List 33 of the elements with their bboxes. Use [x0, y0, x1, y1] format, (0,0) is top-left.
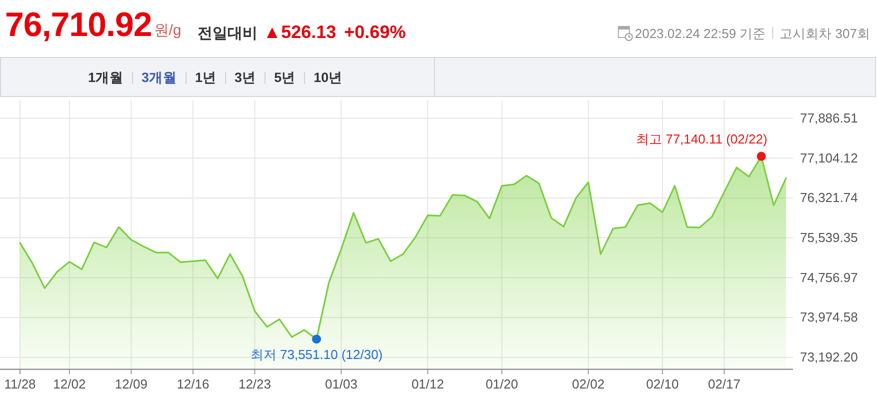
- text: ▲526.13: [263, 22, 336, 42]
- chart-subtitle: 원/g: [154, 22, 182, 39]
- x-tick-label: 01/12: [411, 376, 444, 392]
- y-tick-label: 74,756.97: [800, 270, 858, 285]
- x-tick-label: 12/16: [176, 376, 210, 392]
- x-tick-label: 02/17: [708, 376, 740, 392]
- y-tick-label: 75,539.35: [800, 230, 858, 245]
- x-tick-label: 11/28: [4, 376, 36, 392]
- y-tick-label: 77,886.51: [800, 110, 858, 126]
- text: 1개월: [88, 70, 124, 85]
- x-tick-label: 01/03: [324, 376, 358, 392]
- y-tick-label: 73,192.20: [800, 349, 858, 364]
- text: 고시회차 307회: [780, 26, 870, 41]
- text: 2023.02.24 22:59 기준: [634, 26, 766, 41]
- text: 3개월: [142, 70, 178, 85]
- x-tick-label: 12/09: [114, 376, 148, 392]
- text: 전일대비: [197, 25, 258, 42]
- x-tick-label: 12/23: [238, 376, 272, 392]
- x-tick-label: 02/10: [646, 376, 679, 392]
- annotation: 최고 77,140.11 (02/22): [636, 131, 768, 146]
- text: +0.69%: [344, 22, 406, 42]
- chart-title: 76,710.92: [5, 6, 152, 44]
- text: 5년: [274, 70, 296, 85]
- y-tick-label: 76,321.74: [800, 190, 858, 206]
- text: 1년: [195, 70, 217, 85]
- y-tick-label: 73,974.58: [800, 310, 858, 325]
- x-tick-label: 12/02: [53, 376, 86, 392]
- text: 3년: [234, 70, 256, 85]
- x-tick-label: 02/02: [572, 376, 605, 392]
- annotation: 최저 73,551.10 (12/30): [250, 347, 383, 362]
- y-tick-label: 77,104.12: [800, 150, 858, 166]
- x-tick-label: 01/20: [486, 376, 518, 392]
- text: 10년: [314, 70, 343, 85]
